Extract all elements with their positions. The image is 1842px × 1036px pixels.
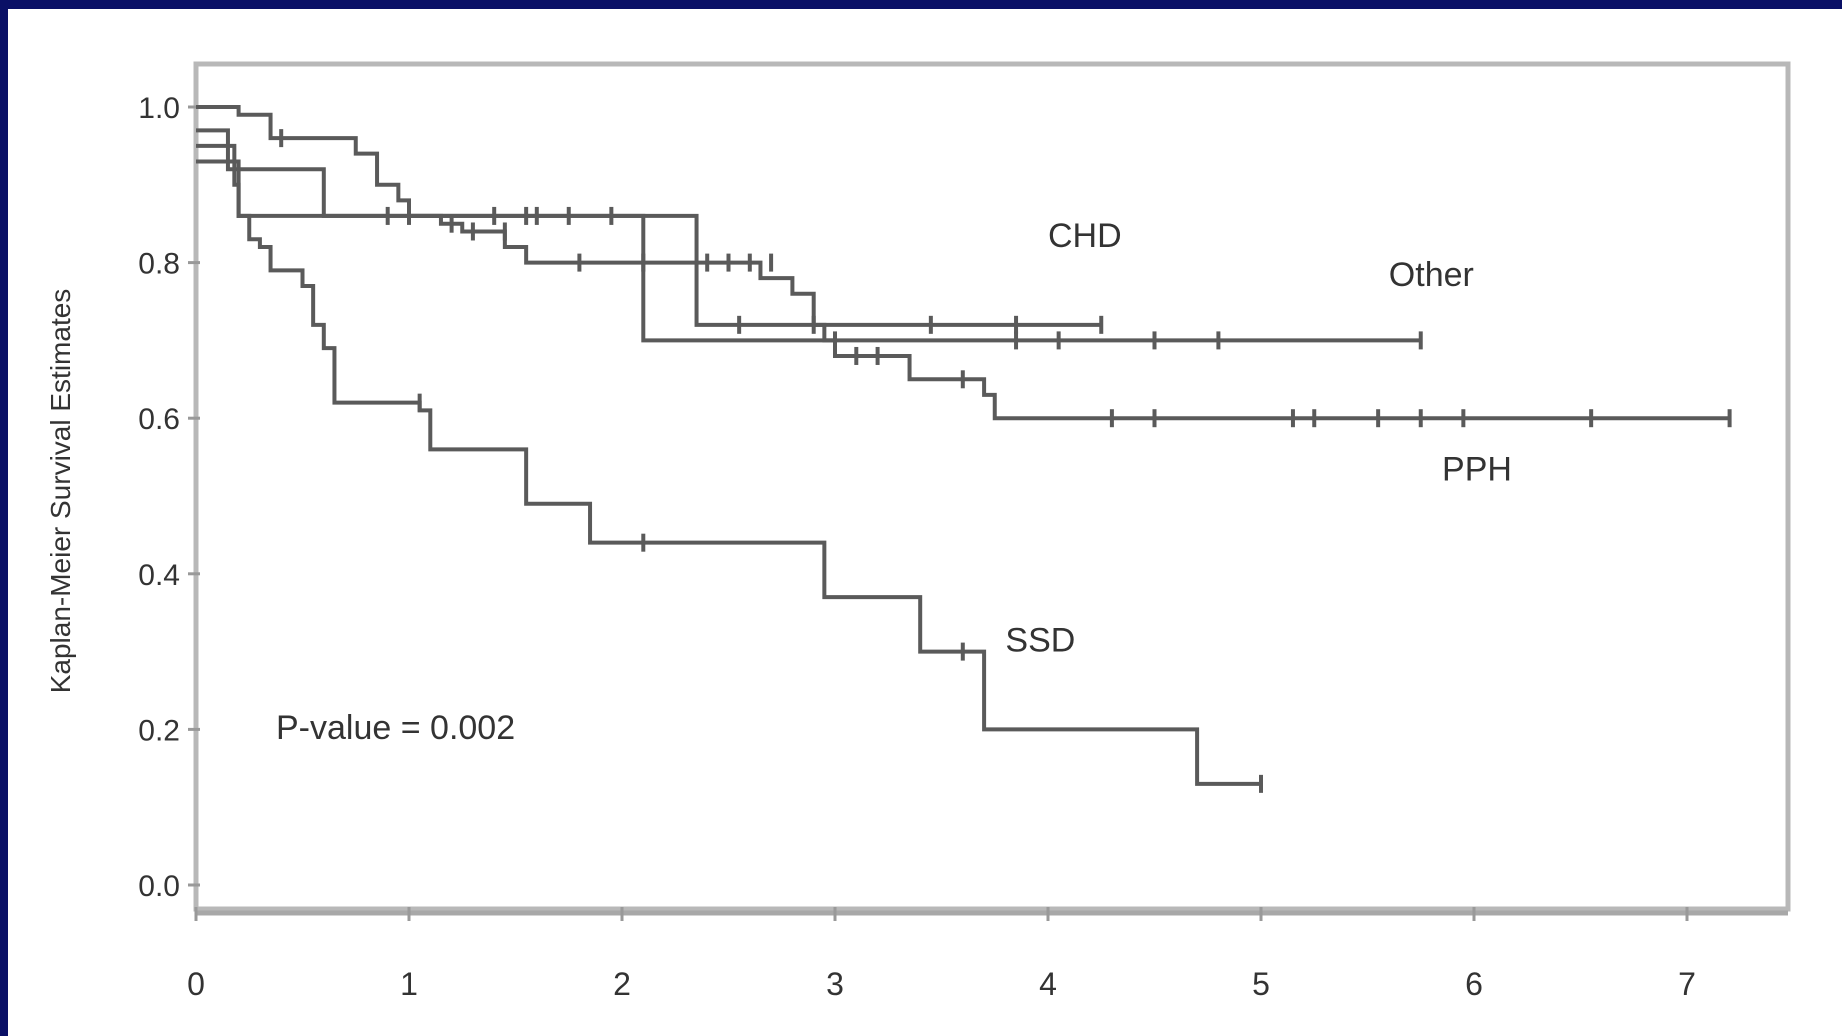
plot-frame <box>193 61 1791 912</box>
series-line-chd <box>196 105 1730 421</box>
x-tick-label: 2 <box>613 966 631 1002</box>
x-tick-label: 6 <box>1465 966 1483 1002</box>
labels-layer: Kaplan-Meier Survival Estimates P-value … <box>45 289 515 747</box>
y-tick-label: 0.0 <box>138 870 180 903</box>
series-label: CHD <box>1048 217 1122 255</box>
x-tick-label: 5 <box>1252 966 1270 1002</box>
series-label: PPH <box>1442 450 1512 488</box>
series-layer: CHD Other PPH SSD <box>196 105 1732 793</box>
series-line-other <box>196 159 1421 343</box>
series-line-pph <box>196 143 1102 327</box>
series-chd: CHD <box>196 105 1732 428</box>
series-line-ssd <box>196 128 1261 786</box>
p-value-annotation: P-value = 0.002 <box>276 709 515 747</box>
x-tick-label: 3 <box>826 966 844 1002</box>
series-ssd: SSD <box>196 128 1263 793</box>
x-tick-label: 1 <box>400 966 418 1002</box>
x-tick-label: 7 <box>1678 966 1696 1002</box>
y-tick-label: 1.0 <box>138 92 180 125</box>
x-tick-label: 0 <box>187 966 205 1002</box>
x-tick-label: 4 <box>1039 966 1057 1002</box>
plot-axes: 0 1 2 3 4 5 6 7 0.0 0.2 0.4 0.6 0.8 1.0 <box>138 61 1791 1002</box>
y-tick-label: 0.4 <box>138 559 180 592</box>
series-pph: PPH <box>196 143 1512 488</box>
y-axis-label: Kaplan-Meier Survival Estimates <box>45 289 76 694</box>
km-survival-chart: 0 1 2 3 4 5 6 7 0.0 0.2 0.4 0.6 0.8 1.0 CHD Other PPH SS… <box>45 61 1791 1002</box>
series-label: SSD <box>1005 622 1075 660</box>
chart-panel: 0 1 2 3 4 5 6 7 0.0 0.2 0.4 0.6 0.8 1.0 CHD Other PPH SS… <box>8 9 1842 1036</box>
series-label: Other <box>1389 256 1474 294</box>
y-tick-label: 0.2 <box>138 714 180 747</box>
y-tick-label: 0.6 <box>138 403 180 436</box>
y-tick-label: 0.8 <box>138 248 180 281</box>
series-other: Other <box>196 159 1474 350</box>
